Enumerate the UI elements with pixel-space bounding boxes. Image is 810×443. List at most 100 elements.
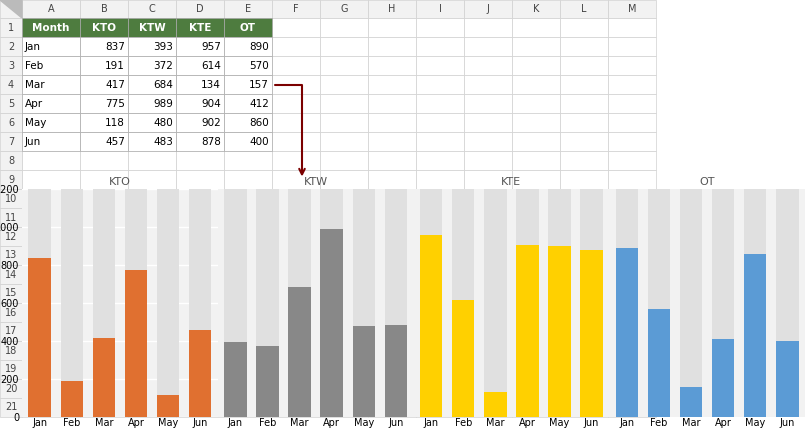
Bar (416, 170, 464, 189)
Bar (616, 248, 638, 417)
Bar (22, 75, 80, 94)
Bar (464, 18, 512, 37)
Bar (272, 37, 320, 56)
Bar (464, 113, 512, 132)
Bar (128, 132, 176, 151)
Text: 10: 10 (5, 194, 17, 203)
Bar (22, 94, 80, 113)
Text: A: A (48, 4, 54, 14)
Bar (224, 398, 272, 417)
Bar (272, 189, 320, 208)
Bar (416, 341, 464, 360)
Bar (320, 246, 368, 265)
Bar (0, 208, 22, 227)
Bar (272, 208, 320, 227)
Bar (22, 246, 80, 265)
Bar (22, 265, 80, 284)
Bar (80, 56, 128, 75)
Bar (0, 246, 22, 265)
Bar (560, 360, 608, 379)
Bar (128, 246, 176, 265)
Bar (512, 208, 560, 227)
Text: 16: 16 (5, 307, 17, 318)
Bar (416, 379, 464, 398)
Text: 483: 483 (153, 136, 173, 147)
Bar (22, 360, 80, 379)
Bar (560, 151, 608, 170)
Text: 775: 775 (105, 98, 125, 109)
Text: 684: 684 (153, 79, 173, 89)
Bar (608, 113, 656, 132)
Bar (176, 113, 224, 132)
Text: Jun: Jun (25, 136, 41, 147)
Bar (22, 379, 80, 398)
Bar (224, 18, 272, 37)
Bar (712, 189, 735, 417)
Bar (512, 189, 560, 208)
Bar (0, 284, 22, 303)
Bar (464, 246, 512, 265)
Bar (272, 170, 320, 189)
Bar (368, 379, 416, 398)
Bar (61, 381, 83, 417)
Bar (368, 398, 416, 417)
Bar (648, 309, 670, 417)
Bar (608, 246, 656, 265)
Bar (464, 265, 512, 284)
Bar (680, 387, 702, 417)
Bar (272, 398, 320, 417)
Bar (272, 379, 320, 398)
Bar (128, 322, 176, 341)
Bar (416, 151, 464, 170)
Bar (321, 229, 343, 417)
Bar (176, 341, 224, 360)
Text: 5: 5 (8, 98, 14, 109)
Text: 412: 412 (249, 98, 269, 109)
Bar (464, 360, 512, 379)
Bar (416, 265, 464, 284)
Bar (608, 170, 656, 189)
Bar (189, 330, 211, 417)
Bar (385, 325, 407, 417)
Text: Jan: Jan (25, 42, 41, 51)
Bar (22, 18, 80, 37)
Bar (416, 56, 464, 75)
Bar (272, 303, 320, 322)
Bar (368, 113, 416, 132)
Bar (608, 151, 656, 170)
Bar (560, 322, 608, 341)
Bar (22, 341, 80, 360)
Bar (464, 341, 512, 360)
Text: C: C (148, 4, 156, 14)
Bar (608, 341, 656, 360)
Bar (224, 113, 272, 132)
Text: 570: 570 (249, 61, 269, 70)
Text: J: J (487, 4, 489, 14)
Bar (512, 246, 560, 265)
Bar (368, 0, 416, 18)
Bar (272, 113, 320, 132)
Bar (224, 265, 272, 284)
Bar (368, 94, 416, 113)
Bar (368, 322, 416, 341)
Text: 18: 18 (5, 346, 17, 355)
Bar (512, 75, 560, 94)
Bar (608, 284, 656, 303)
Text: 890: 890 (249, 42, 269, 51)
Text: 480: 480 (153, 117, 173, 128)
Bar (560, 132, 608, 151)
Bar (288, 287, 311, 417)
Bar (320, 0, 368, 18)
Bar (128, 56, 176, 75)
Bar (80, 246, 128, 265)
Bar (272, 246, 320, 265)
Bar (320, 37, 368, 56)
Bar (80, 56, 128, 75)
Bar (0, 360, 22, 379)
Bar (321, 189, 343, 417)
Bar (776, 189, 799, 417)
Bar (608, 18, 656, 37)
Bar (80, 265, 128, 284)
Text: KTO: KTO (109, 177, 130, 187)
Bar (22, 398, 80, 417)
